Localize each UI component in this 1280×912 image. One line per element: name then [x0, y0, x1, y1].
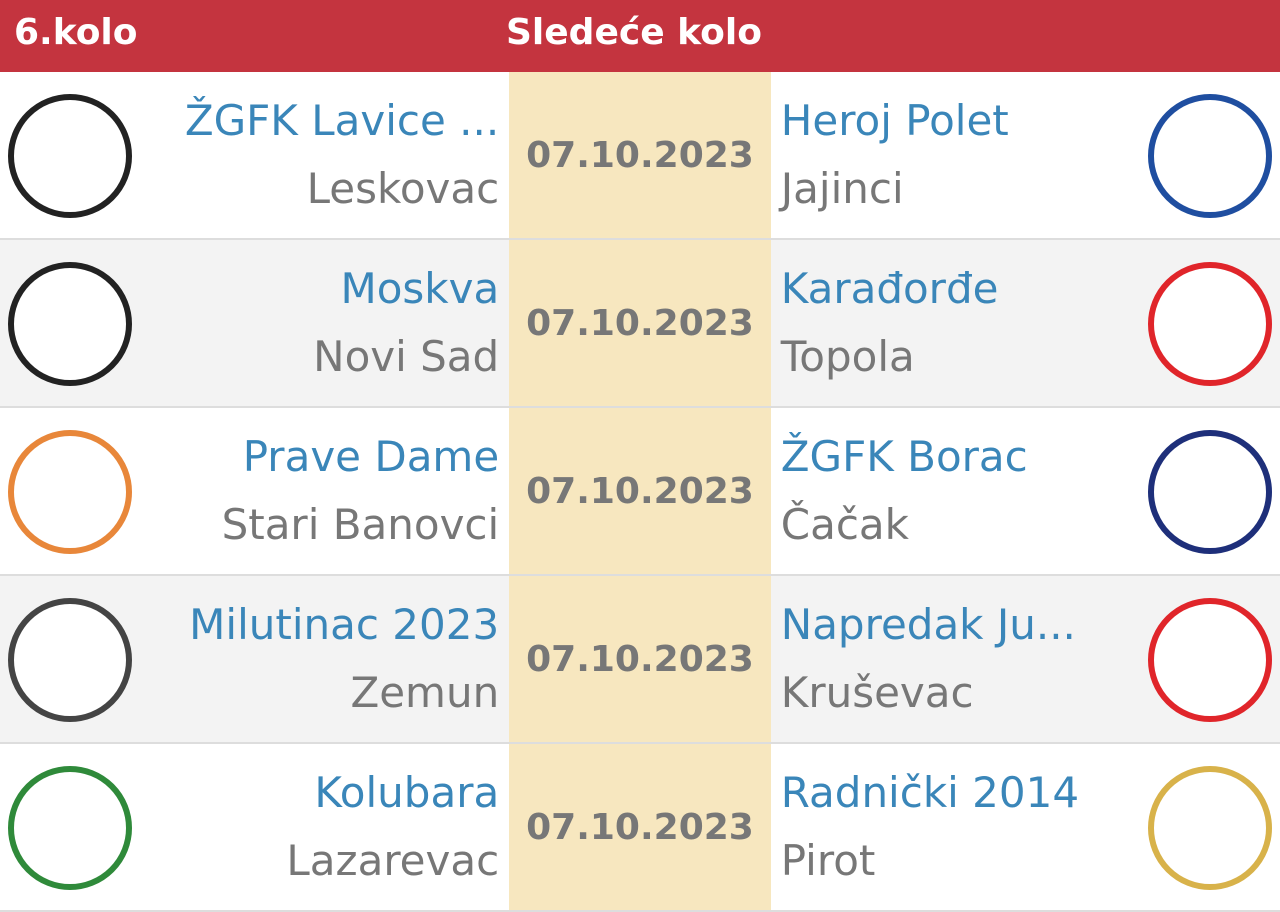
- home-team-city: Zemun: [350, 668, 500, 717]
- home-team-name[interactable]: Milutinac 2023: [189, 600, 500, 649]
- crest-icon: [7, 766, 132, 890]
- round-label: 6.kolo: [14, 12, 138, 53]
- crest-icon: [7, 262, 132, 386]
- away-team-logo[interactable]: [1140, 744, 1280, 912]
- home-team-logo[interactable]: [0, 744, 140, 912]
- away-team-logo[interactable]: [1140, 408, 1280, 576]
- home-team-logo[interactable]: [0, 72, 140, 240]
- home-team-city: Lazarevac: [286, 836, 500, 885]
- away-team-city: Pirot: [780, 836, 876, 885]
- home-team-logo[interactable]: [0, 408, 140, 576]
- match-row[interactable]: Kolubara Lazarevac 07.10.2023 Radnički 20…: [0, 744, 1280, 912]
- match-date: 07.10.2023: [509, 408, 771, 574]
- home-team-name[interactable]: ŽGFK Lavice ...: [184, 96, 500, 145]
- match-date: 07.10.2023: [509, 744, 771, 910]
- match-row[interactable]: Milutinac 2023 Zemun 07.10.2023 Napredak …: [0, 576, 1280, 744]
- home-team-logo[interactable]: [0, 576, 140, 744]
- away-team-name[interactable]: Heroj Polet: [780, 96, 1009, 145]
- crest-icon: [7, 94, 132, 218]
- match-date: 07.10.2023: [509, 240, 771, 406]
- crest-icon: [1148, 766, 1273, 890]
- round-header: 6.kolo Sledeće kolo: [0, 0, 1280, 72]
- away-team-name[interactable]: ŽGFK Borac: [780, 432, 1028, 481]
- home-team-name[interactable]: Prave Dame: [242, 432, 500, 481]
- crest-icon: [7, 430, 132, 554]
- match-row[interactable]: Prave Dame Stari Banovci 07.10.2023 ŽGFK …: [0, 408, 1280, 576]
- away-team-name[interactable]: Radnički 2014: [780, 768, 1080, 817]
- home-team-name[interactable]: Kolubara: [314, 768, 500, 817]
- match-date: 07.10.2023: [509, 72, 771, 238]
- match-row[interactable]: ŽGFK Lavice ... Leskovac 07.10.2023 Heroj…: [0, 72, 1280, 240]
- home-team-city: Stari Banovci: [221, 500, 500, 549]
- crest-icon: [7, 598, 132, 722]
- home-team-logo[interactable]: [0, 240, 140, 408]
- home-team-city: Leskovac: [306, 164, 500, 213]
- away-team-city: Čačak: [780, 500, 909, 549]
- home-team-city: Novi Sad: [313, 332, 500, 381]
- crest-icon: [1148, 94, 1273, 218]
- away-team-logo[interactable]: [1140, 72, 1280, 240]
- next-round-label: Sledeće kolo: [506, 12, 762, 53]
- away-team-name[interactable]: Karađorđe: [780, 264, 999, 313]
- home-team-name[interactable]: Moskva: [340, 264, 500, 313]
- away-team-name[interactable]: Napredak Ju...: [780, 600, 1076, 649]
- match-row[interactable]: Moskva Novi Sad 07.10.2023 Karađorđe Topol…: [0, 240, 1280, 408]
- away-team-logo[interactable]: [1140, 240, 1280, 408]
- away-team-logo[interactable]: [1140, 576, 1280, 744]
- away-team-city: Jajinci: [780, 164, 904, 213]
- crest-icon: [1148, 262, 1273, 386]
- crest-icon: [1148, 430, 1273, 554]
- crest-icon: [1148, 598, 1273, 722]
- away-team-city: Topola: [780, 332, 915, 381]
- match-date: 07.10.2023: [509, 576, 771, 742]
- away-team-city: Kruševac: [780, 668, 974, 717]
- match-list: ŽGFK Lavice ... Leskovac 07.10.2023 Heroj…: [0, 72, 1280, 912]
